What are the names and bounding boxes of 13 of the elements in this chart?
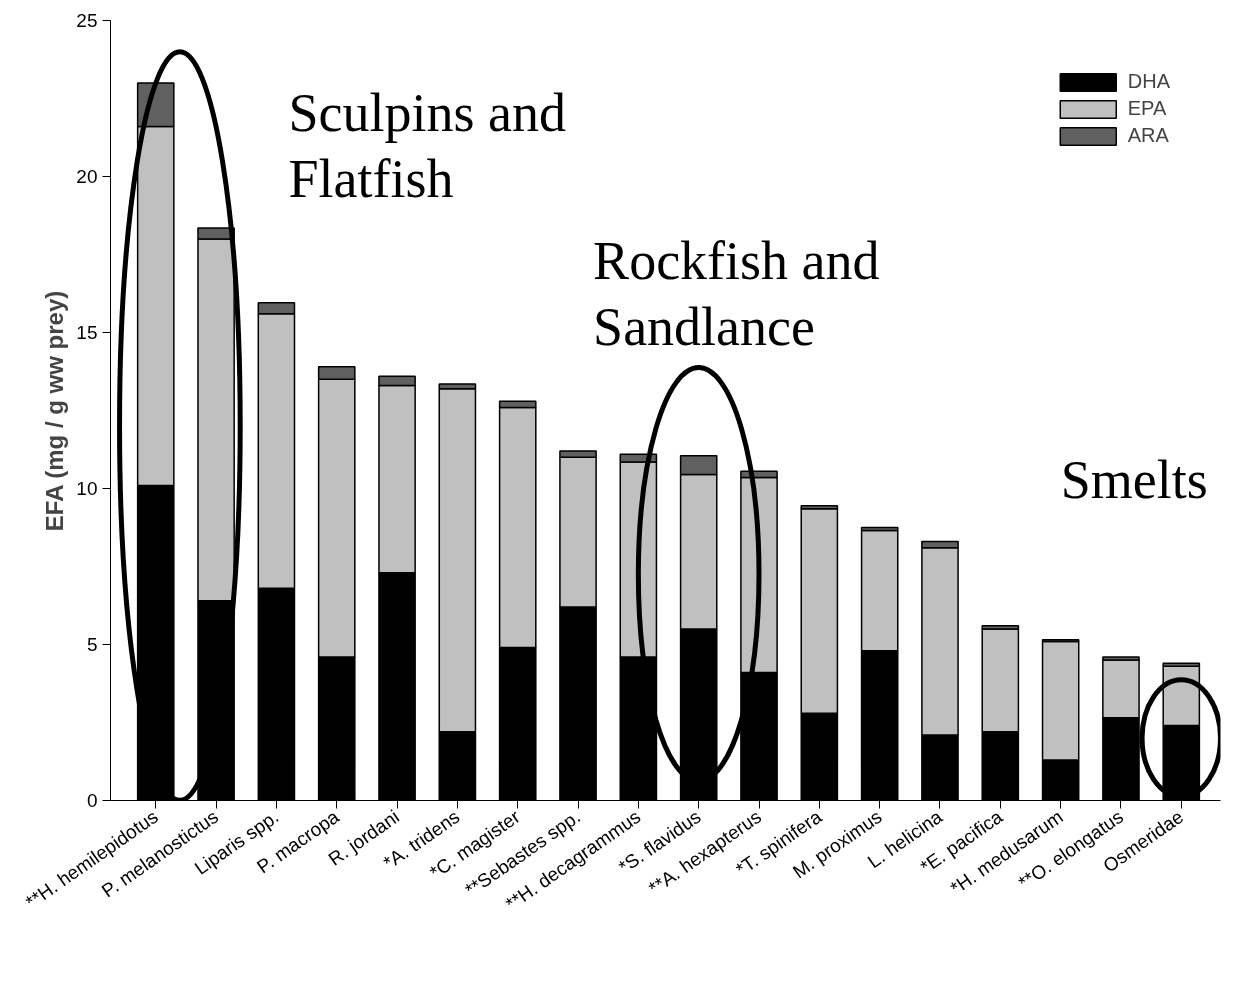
legend-label: DHA (1127, 70, 1170, 93)
y-tick-label: 0 (86, 790, 98, 811)
annotation: Sculpins and Flatfish (288, 82, 566, 209)
y-tick-label: 25 (76, 10, 98, 31)
legend-label: ARA (1127, 124, 1169, 147)
y-tick-label: 20 (76, 166, 98, 187)
y-tick-label: 15 (76, 322, 98, 343)
legend-label: EPA (1127, 97, 1167, 120)
y-tick-label: 5 (86, 634, 98, 655)
y-tick-label: 10 (76, 478, 98, 499)
y-axis-title: EFA (mg / g ww prey) (41, 290, 69, 532)
annotation: Rockfish and Sandlance (593, 231, 880, 358)
annotation: Smelts (1060, 449, 1208, 510)
